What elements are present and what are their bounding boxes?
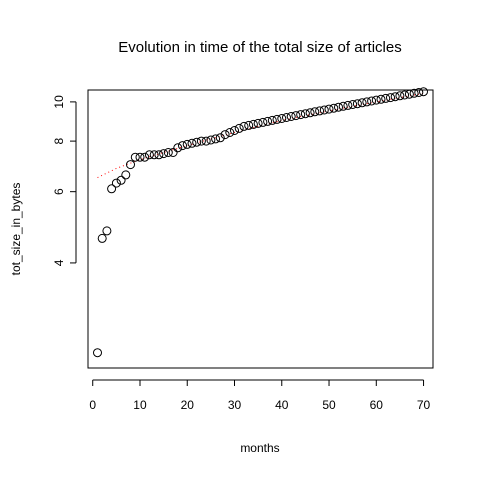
data-point: [272, 114, 282, 124]
data-point: [352, 99, 362, 109]
data-point: [404, 89, 414, 99]
y-axis-label: tot_size_in_bytes: [9, 183, 23, 276]
data-point: [130, 152, 140, 162]
data-point: [376, 94, 386, 104]
x-tick-label: 50: [322, 398, 336, 412]
data-point: [362, 97, 372, 107]
data-point: [267, 115, 277, 125]
y-tick-label: 10: [52, 95, 66, 109]
x-tick-label: 60: [370, 398, 384, 412]
data-point: [149, 150, 159, 160]
data-points: [93, 87, 428, 358]
data-point: [386, 93, 395, 103]
data-point: [154, 150, 164, 160]
data-point: [163, 148, 173, 157]
data-point: [182, 139, 192, 149]
x-axis-label: months: [240, 441, 279, 455]
data-point: [357, 98, 367, 108]
data-point: [277, 114, 287, 123]
x-tick-label: 40: [275, 398, 289, 412]
data-point: [192, 137, 202, 147]
data-point: [140, 152, 150, 162]
data-point: [286, 112, 296, 121]
data-point: [300, 109, 310, 119]
data-point: [215, 133, 225, 143]
data-point: [310, 107, 320, 117]
data-point: [348, 100, 358, 109]
data-point: [220, 130, 230, 140]
data-point: [315, 106, 325, 116]
y-axis: 4 6 8 10: [52, 95, 77, 266]
data-point: [230, 126, 239, 135]
data-point: [329, 103, 339, 113]
data-point: [244, 120, 254, 130]
data-point: [390, 92, 400, 102]
data-point: [97, 233, 107, 243]
data-point: [381, 93, 391, 103]
x-tick-label: 0: [89, 398, 96, 412]
data-point: [258, 117, 268, 127]
data-point: [116, 175, 126, 185]
data-point: [206, 135, 216, 145]
x-tick-label: 30: [228, 398, 242, 412]
data-point: [201, 136, 211, 146]
data-point: [263, 116, 273, 126]
data-point: [296, 110, 306, 120]
data-point: [121, 170, 131, 180]
y-tick-label: 6: [52, 188, 66, 195]
data-point: [225, 128, 235, 137]
data-point: [159, 149, 169, 159]
data-point: [253, 118, 263, 128]
data-point: [319, 105, 329, 115]
x-axis: 0 10 20 30 40 50 60 70: [89, 379, 431, 412]
data-point: [282, 113, 291, 122]
data-point: [173, 143, 183, 153]
y-tick-label: 8: [52, 137, 66, 144]
data-point: [414, 88, 424, 97]
data-point: [324, 104, 334, 114]
data-point: [395, 91, 405, 101]
x-tick-label: 10: [133, 398, 147, 412]
data-point: [343, 100, 353, 110]
data-point: [409, 88, 419, 98]
data-point: [239, 121, 249, 131]
data-point: [196, 136, 206, 146]
data-point: [248, 119, 258, 129]
data-point: [168, 148, 178, 157]
fit-line: [97, 92, 424, 179]
data-point: [338, 101, 348, 111]
data-point: [187, 138, 197, 148]
chart-title: Evolution in time of the total size of a…: [118, 39, 401, 56]
data-point: [400, 90, 410, 100]
plot-frame: [87, 89, 434, 369]
data-point: [367, 96, 377, 106]
data-point: [334, 102, 343, 112]
x-tick-label: 70: [417, 398, 431, 412]
y-tick-label: 4: [52, 259, 66, 266]
data-point: [107, 184, 117, 194]
data-point: [93, 348, 102, 358]
data-point: [126, 160, 135, 170]
data-point: [102, 226, 112, 236]
data-point: [371, 95, 381, 105]
data-point: [178, 141, 187, 151]
x-tick-label: 20: [181, 398, 195, 412]
data-point: [211, 134, 221, 144]
data-point: [144, 150, 154, 160]
data-point: [305, 108, 315, 118]
data-point: [111, 178, 121, 188]
data-point: [234, 123, 244, 133]
data-point: [419, 87, 428, 97]
fit-line-path: [97, 92, 424, 179]
data-point: [291, 111, 301, 121]
data-point: [135, 152, 145, 162]
